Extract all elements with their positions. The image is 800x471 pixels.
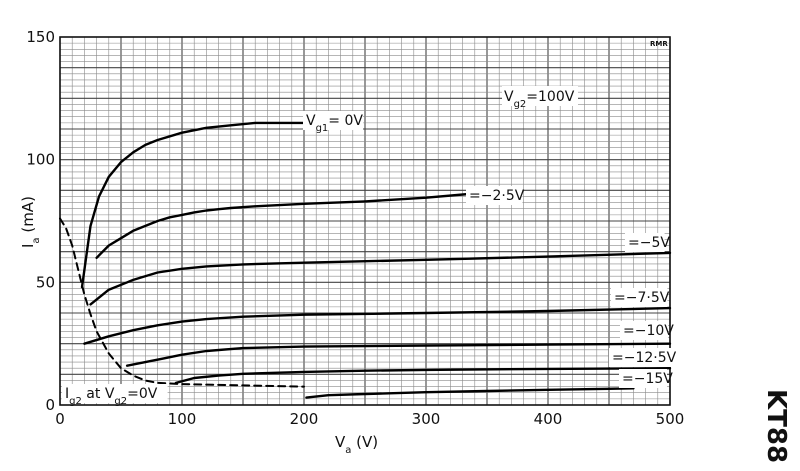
- curve-label-bg: [611, 288, 668, 307]
- tube-type-label: KT88: [761, 389, 791, 463]
- series-line-1: [95, 192, 470, 259]
- curve-label-1: =−2·5V: [469, 188, 525, 204]
- curve-label-bg: [625, 233, 665, 252]
- curve-label-2: =−5V: [628, 235, 670, 251]
- y-tick-label: 150: [26, 28, 55, 46]
- series-line-0: [80, 121, 306, 289]
- curve-label-0: Vg1= 0V: [306, 113, 363, 134]
- series-line-4: [125, 342, 672, 367]
- curve-label-6: =−15V: [622, 371, 673, 387]
- curve-labels: Vg1= 0V =−2·5V =−5V =−7·5V =−10V =−12·5V =−15V…: [62, 40, 677, 407]
- plot-frame: [59, 36, 671, 406]
- x-tick-label: 400: [534, 410, 563, 428]
- grid: [59, 36, 671, 406]
- series-line-7: [59, 217, 305, 388]
- y-tick-label: 0: [45, 396, 55, 414]
- x-tick-label: 300: [412, 410, 441, 428]
- x-tick-label: 500: [656, 410, 685, 428]
- curve-label-4: =−10V: [623, 323, 674, 339]
- curve-label-bg: [62, 384, 168, 403]
- y-tick-label: 100: [26, 151, 55, 169]
- axes: 0 100 200 300 400 500 0 50 100 150 Va (V) Ia (mA) KT…: [19, 28, 791, 463]
- y-axis-title: Ia (mA): [19, 196, 42, 248]
- curve-label-7: Ig2 at Vg2=0V: [65, 386, 158, 407]
- corner-mark: RMR: [650, 40, 668, 48]
- x-tick-label: 0: [55, 410, 65, 428]
- curve-label-3: =−7·5V: [614, 290, 670, 306]
- y-tick-label: 50: [36, 273, 55, 291]
- curve-label-bg: [609, 348, 674, 367]
- curve-label-bg: [466, 186, 523, 205]
- series-line-3: [83, 306, 672, 345]
- condition-label-bg: [502, 86, 578, 106]
- series-line-2: [89, 251, 672, 306]
- curves: [59, 121, 672, 399]
- series-line-5: [174, 367, 672, 385]
- x-tick-label: 200: [290, 410, 319, 428]
- series-line-6: [305, 387, 635, 399]
- curve-label-5: =−12·5V: [612, 350, 677, 366]
- curve-label-bg: [620, 321, 668, 340]
- x-tick-label: 100: [168, 410, 197, 428]
- curve-label-bg: [619, 369, 667, 388]
- x-axis-title: Va (V): [335, 433, 378, 456]
- condition-label: Vg2=100V: [504, 89, 575, 110]
- curve-label-bg: [303, 111, 363, 130]
